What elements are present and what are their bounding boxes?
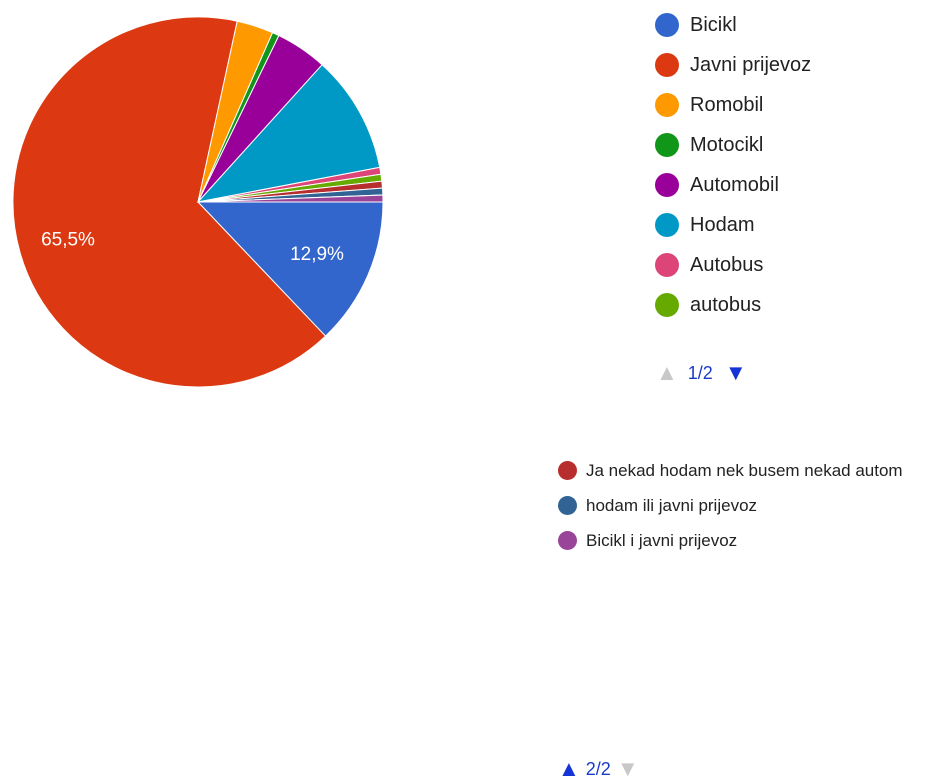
legend-swatch-icon (558, 461, 577, 480)
legend-label: Bicikl (690, 14, 737, 36)
legend-item[interactable]: autobus (655, 290, 811, 330)
legend-item[interactable]: Romobil (655, 90, 811, 130)
legend-label: Autobus (690, 254, 764, 276)
legend-swatch-icon (655, 293, 679, 317)
legend-swatch-icon (655, 213, 679, 237)
legend-item[interactable]: Bicikl (655, 10, 811, 50)
pie-slice-1[interactable] (196, 201, 384, 337)
legend-swatch-icon (558, 531, 577, 550)
legend-swatch-icon (655, 13, 679, 37)
legend-label: Hodam (690, 214, 755, 236)
legend-item[interactable]: hodam ili javni prijevoz (555, 493, 927, 519)
pie-chart: 12,9% 65,5% (0, 0, 400, 400)
legend-swatch-icon (655, 133, 679, 157)
legend-label: Bicikl i javni prijevoz (586, 531, 738, 550)
legend-page-1: Bicikl Javni prijevoz Romobil Motocikl Autom… (655, 10, 811, 330)
legend-swatch-icon (655, 173, 679, 197)
legend-label: Automobil (690, 174, 779, 196)
pie-slice-11[interactable] (197, 194, 384, 203)
legend-label: autobus (690, 294, 762, 316)
legend-swatch-icon (655, 93, 679, 117)
triangle-up-icon[interactable]: ▲ (656, 360, 678, 385)
legend-page-2: Ja nekad hodam nek busem nekad autom hoda… (555, 458, 927, 563)
pager-text: 1/2 (687, 362, 713, 383)
legend-item[interactable]: Autobus (655, 250, 811, 290)
legend-item[interactable]: Ja nekad hodam nek busem nekad autom (555, 458, 927, 484)
slice-data-label: 65,5% (41, 230, 95, 251)
legend-label: Javni prijevoz (690, 54, 812, 76)
pie-slice-2[interactable] (12, 16, 327, 388)
legend-item[interactable]: Hodam (655, 210, 811, 250)
slice-data-label: 12,9% (290, 244, 344, 265)
legend-pager-1: ▲ 1/2 ▼ (656, 362, 747, 384)
legend-label: hodam ili javni prijevoz (586, 496, 758, 515)
legend-pager-2: ▲ 2/2 ▼ (558, 758, 639, 780)
legend-label: Motocikl (690, 134, 764, 156)
legend-label: Ja nekad hodam nek busem nekad autom (586, 461, 903, 480)
pie-svg: 12,9% 65,5% (12, 16, 384, 388)
legend-item[interactable]: Bicikl i javni prijevoz (555, 528, 927, 554)
legend-label: Romobil (690, 94, 764, 116)
legend-swatch-icon (655, 253, 679, 277)
triangle-down-icon[interactable]: ▼ (616, 756, 639, 781)
pie-slice-6[interactable] (196, 64, 381, 203)
legend-swatch-icon (655, 53, 679, 77)
legend-swatch-icon (558, 496, 577, 515)
legend-item[interactable]: Motocikl (655, 130, 811, 170)
legend-item[interactable]: Javni prijevoz (655, 50, 811, 90)
triangle-down-icon[interactable]: ▼ (724, 360, 747, 385)
triangle-up-icon[interactable]: ▲ (558, 756, 580, 781)
pager-text: 2/2 (585, 758, 611, 779)
legend-item[interactable]: Automobil (655, 170, 811, 210)
